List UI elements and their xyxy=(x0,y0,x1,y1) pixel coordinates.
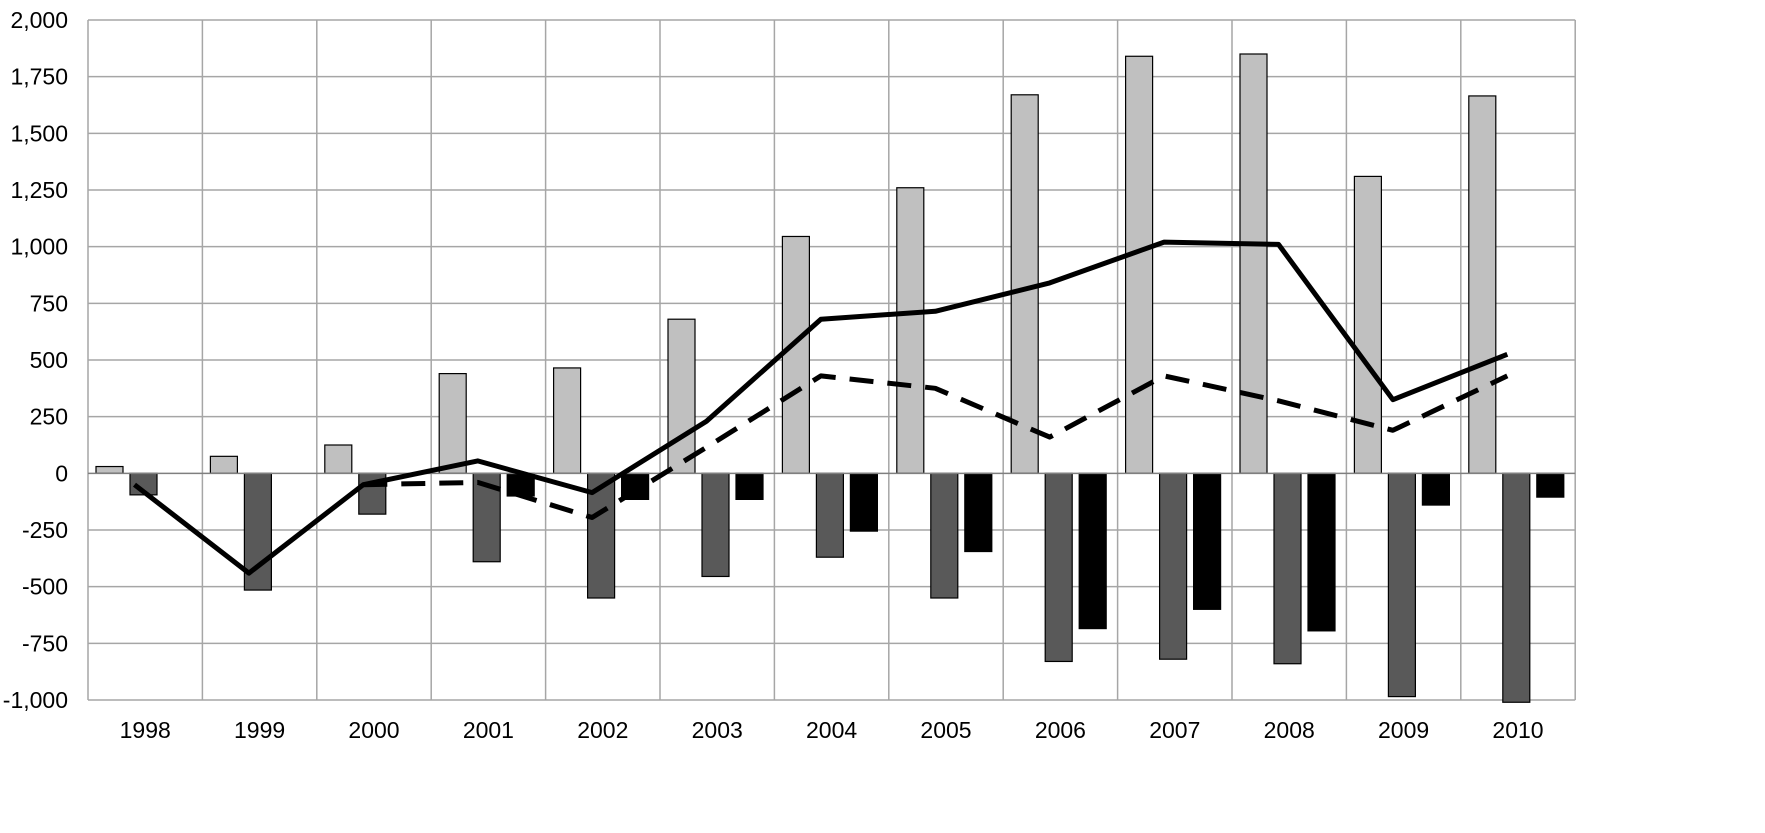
bar-series-1 xyxy=(1010,94,1039,474)
y-tick-label: 250 xyxy=(30,404,68,430)
bar-series-1 xyxy=(1239,53,1268,474)
bar-series-2 xyxy=(1502,472,1531,703)
y-tick-label: -500 xyxy=(22,574,68,600)
x-tick-label: 2001 xyxy=(463,717,514,743)
bar-series-2 xyxy=(358,472,387,515)
x-tick-label: 2003 xyxy=(692,717,743,743)
bar-series-1 xyxy=(1353,175,1383,474)
bar-series-1 xyxy=(438,373,467,474)
y-tick-label: 500 xyxy=(30,347,68,373)
bar-series-3 xyxy=(735,472,764,501)
bar-series-1 xyxy=(95,465,124,474)
bar-series-1 xyxy=(1468,95,1497,474)
x-tick-label: 2006 xyxy=(1035,717,1086,743)
y-tick-label: 2,000 xyxy=(10,7,68,33)
grid xyxy=(87,19,1576,701)
x-tick-label: 2004 xyxy=(806,717,857,743)
bar-series-1 xyxy=(1124,55,1154,474)
x-tick-label: 2010 xyxy=(1492,717,1543,743)
bar-series-1 xyxy=(896,187,925,474)
x-tick-label: 2007 xyxy=(1149,717,1200,743)
bar-series-3 xyxy=(1421,472,1451,506)
x-tick-label: 2000 xyxy=(348,717,399,743)
bar-series-3 xyxy=(1307,472,1336,632)
bar-series-3 xyxy=(1192,472,1222,610)
y-tick-label: -1,000 xyxy=(3,687,68,713)
bar-series-1 xyxy=(552,367,582,474)
y-tick-label: 750 xyxy=(30,290,68,316)
dashed-line-series xyxy=(363,373,1509,520)
y-tick-label: 1,750 xyxy=(10,64,68,90)
y-axis-tick-labels: 2,000 1,750 1,500 1,250 1,000 750 500 250 0 -250 -… xyxy=(3,7,68,713)
y-tick-label: 1,000 xyxy=(10,234,68,260)
x-axis-tick-labels: 1998 1999 2000 2001 2002 2003 2004 2005 2006 2007… xyxy=(120,717,1544,743)
x-tick-label: 2005 xyxy=(920,717,971,743)
lines xyxy=(132,239,1509,576)
bar-series-2 xyxy=(701,472,730,578)
x-tick-label: 1998 xyxy=(120,717,171,743)
bar-series-2 xyxy=(1044,472,1073,663)
x-tick-label: 2008 xyxy=(1264,717,1315,743)
bar-series-2 xyxy=(815,472,845,558)
y-tick-label: -250 xyxy=(22,517,68,543)
bar-series-1 xyxy=(781,235,811,474)
bar-series-2 xyxy=(1158,472,1188,660)
bar-series-3 xyxy=(964,472,993,553)
x-tick-label: 2002 xyxy=(577,717,628,743)
bar-series-2 xyxy=(1273,472,1302,665)
bar-series-2 xyxy=(1387,472,1417,698)
bar-series-1 xyxy=(324,444,353,474)
y-tick-label: 1,500 xyxy=(10,120,68,146)
y-tick-label: 1,250 xyxy=(10,177,68,203)
bars xyxy=(95,53,1565,703)
bar-series-1 xyxy=(209,455,238,474)
bar-series-3 xyxy=(849,472,879,532)
y-tick-label: 0 xyxy=(55,460,68,486)
bar-series-3 xyxy=(1536,472,1565,498)
x-tick-label: 2009 xyxy=(1378,717,1429,743)
bar-series-3 xyxy=(1078,472,1107,630)
y-tick-label: -750 xyxy=(22,630,68,656)
bar-series-1 xyxy=(667,318,696,474)
bar-series-2 xyxy=(930,472,959,599)
x-tick-label: 1999 xyxy=(234,717,285,743)
